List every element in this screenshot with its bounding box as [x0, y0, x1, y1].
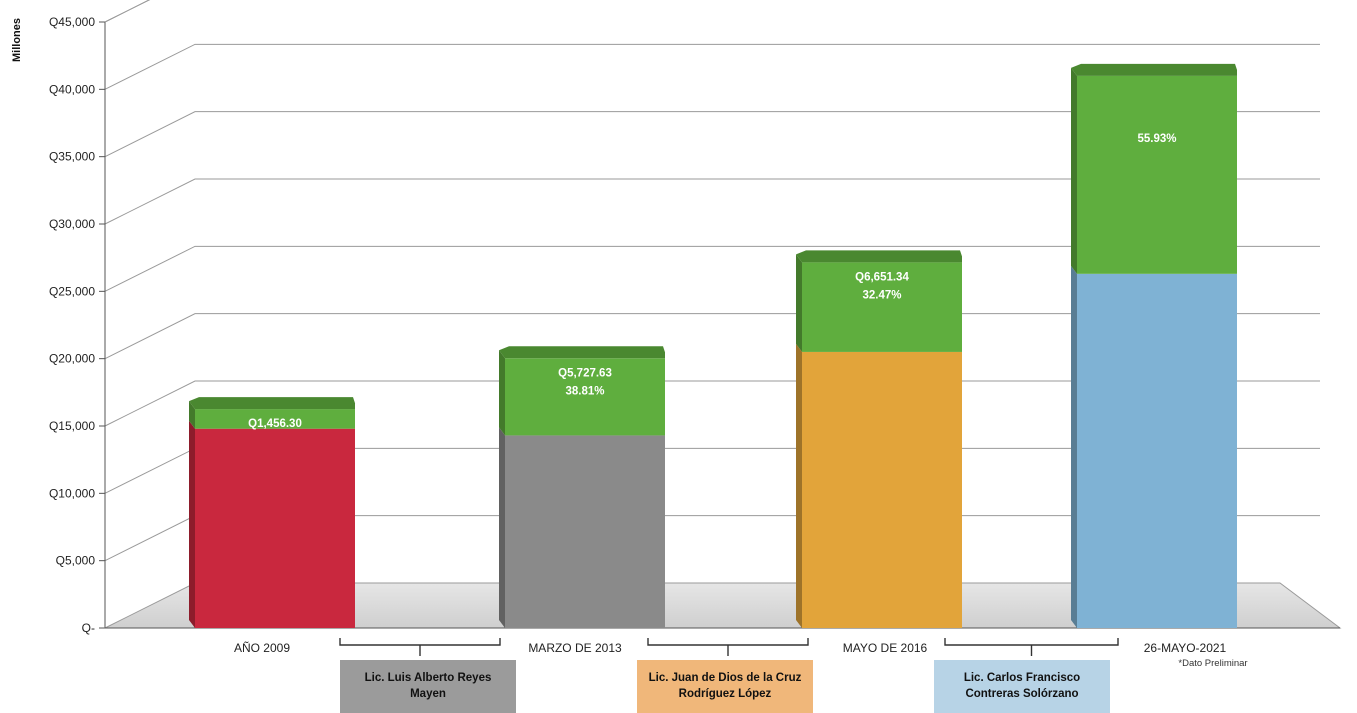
bar-increment-0-front — [195, 409, 355, 429]
x-category-label: MARZO DE 2013 — [528, 641, 622, 655]
y-tick-label: Q- — [82, 621, 95, 635]
y-tick-label: Q25,000 — [49, 284, 95, 298]
bar-increment-0-side — [189, 401, 195, 429]
data-label-value: Q1,456.30 — [248, 418, 302, 430]
y-axis-back — [104, 0, 151, 23]
gridline — [104, 178, 1320, 225]
bar-increment-2 — [796, 250, 962, 352]
bar-base-2-side — [796, 343, 802, 628]
period-box: Lic. Carlos Francisco Contreras Solórzan… — [934, 660, 1110, 713]
bar-base-3-side — [1071, 265, 1077, 628]
bar-increment-1-top — [499, 346, 665, 359]
data-label-value: Q5,727.63 — [558, 367, 612, 379]
data-label-value: Q6,651.34 — [855, 271, 909, 283]
bar-base-3 — [1071, 265, 1237, 628]
data-label-percent: 38.81% — [565, 385, 604, 397]
bar-increment-3-side — [1071, 67, 1077, 274]
bar-increment-2-top — [796, 250, 962, 263]
bar-base-2-front — [802, 351, 962, 628]
period-name: Lic. Luis Alberto Reyes Mayen — [364, 671, 492, 700]
period-name: Lic. Juan de Dios de la Cruz Rodríguez L… — [648, 671, 802, 700]
gridline — [104, 43, 1320, 90]
bar-base-0-front — [195, 428, 355, 628]
labels: Q- Q5,000 Q10,000 Q15,000 Q20,000 Q25,000 Q30,… — [49, 15, 1248, 669]
period-name: Lic. Carlos Francisco Contreras Solórzan… — [963, 671, 1081, 700]
period-bracket — [339, 638, 501, 656]
bar-increment-1 — [499, 346, 665, 436]
x-category-label: AÑO 2009 — [234, 641, 290, 655]
bar-increment-3-top — [1071, 63, 1237, 76]
bar-base-0-side — [189, 420, 195, 628]
bar-increment-3-front — [1077, 75, 1237, 274]
bar-increment-1-side — [499, 350, 505, 436]
bar-base-3-front — [1077, 273, 1237, 628]
x-category-label: 26-MAYO-2021 — [1144, 641, 1227, 655]
y-axis-title: Millones — [11, 18, 23, 62]
bar-increment-1-front — [505, 358, 665, 436]
bar-base-0 — [189, 420, 355, 628]
period-box: Lic. Luis Alberto Reyes Mayen — [340, 660, 516, 713]
period-bracket — [647, 638, 809, 656]
y-tick-label: Q35,000 — [49, 150, 95, 164]
data-label-percent: 32.47% — [862, 289, 901, 301]
gridline — [104, 0, 151, 23]
bar-base-1-side — [499, 427, 505, 628]
y-tick-label: Q20,000 — [49, 352, 95, 366]
y-tick-label: Q5,000 — [56, 554, 96, 568]
bar-increment-2-front — [802, 262, 962, 352]
period-bracket — [944, 638, 1119, 656]
x-category-label: MAYO DE 2016 — [843, 641, 928, 655]
period-box: Lic. Juan de Dios de la Cruz Rodríguez L… — [637, 660, 813, 713]
bar-base-1-front — [505, 435, 665, 628]
y-tick-label: Q45,000 — [49, 15, 95, 29]
bar-increment-0-top — [189, 397, 355, 410]
bar-base-2 — [796, 343, 962, 628]
bars — [189, 63, 1237, 628]
gridline — [104, 111, 1320, 158]
category-note: *Dato Preliminar — [1178, 658, 1247, 669]
bar-increment-0 — [189, 397, 355, 429]
gridline — [104, 245, 1320, 292]
bar-increment-2-side — [796, 254, 802, 352]
y-tick-label: Q40,000 — [49, 82, 95, 96]
gridlines — [99, 0, 1320, 629]
bar-increment-3 — [1071, 63, 1237, 274]
y-tick-label: Q15,000 — [49, 419, 95, 433]
y-tick-label: Q30,000 — [49, 217, 95, 231]
bar-base-1 — [499, 427, 665, 628]
y-tick-label: Q10,000 — [49, 486, 95, 500]
data-label-percent: 55.93% — [1137, 133, 1176, 145]
